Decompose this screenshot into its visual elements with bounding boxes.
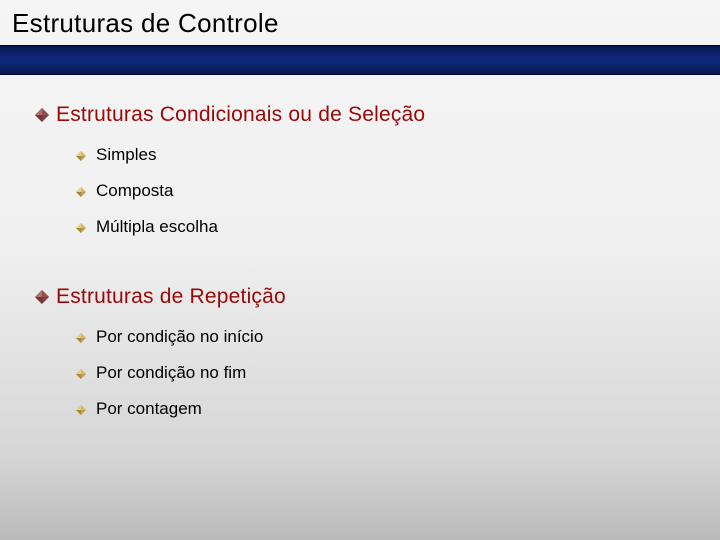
- section-title: Estruturas Condicionais ou de Seleção: [56, 103, 425, 127]
- title-bar: [0, 45, 720, 75]
- section-header: Estruturas Condicionais ou de Seleção: [34, 103, 720, 127]
- list-item-label: Por condição no início: [96, 327, 263, 347]
- list-item: Simples: [76, 145, 720, 165]
- section-repetition: Estruturas de Repetição Por condição no …: [34, 285, 720, 419]
- small-diamond-bullet-icon: [76, 405, 86, 415]
- slide-title: Estruturas de Controle: [0, 0, 720, 45]
- list-item: Por contagem: [76, 399, 720, 419]
- list-item-label: Simples: [96, 145, 156, 165]
- sub-list: Simples Composta Múltipla escolh: [34, 145, 720, 237]
- section-title: Estruturas de Repetição: [56, 285, 286, 309]
- sub-list: Por condição no início Por condição no f…: [34, 327, 720, 419]
- section-conditional: Estruturas Condicionais ou de Seleção Si…: [34, 103, 720, 237]
- list-item-label: Por contagem: [96, 399, 202, 419]
- small-diamond-bullet-icon: [76, 151, 86, 161]
- list-item: Composta: [76, 181, 720, 201]
- section-header: Estruturas de Repetição: [34, 285, 720, 309]
- diamond-bullet-icon: [34, 289, 50, 305]
- list-item-label: Múltipla escolha: [96, 217, 218, 237]
- small-diamond-bullet-icon: [76, 369, 86, 379]
- list-item: Por condição no fim: [76, 363, 720, 383]
- content-area: Estruturas Condicionais ou de Seleção Si…: [0, 75, 720, 419]
- list-item-label: Por condição no fim: [96, 363, 246, 383]
- list-item-label: Composta: [96, 181, 173, 201]
- diamond-bullet-icon: [34, 107, 50, 123]
- title-area: Estruturas de Controle: [0, 0, 720, 75]
- small-diamond-bullet-icon: [76, 223, 86, 233]
- list-item: Por condição no início: [76, 327, 720, 347]
- small-diamond-bullet-icon: [76, 333, 86, 343]
- list-item: Múltipla escolha: [76, 217, 720, 237]
- small-diamond-bullet-icon: [76, 187, 86, 197]
